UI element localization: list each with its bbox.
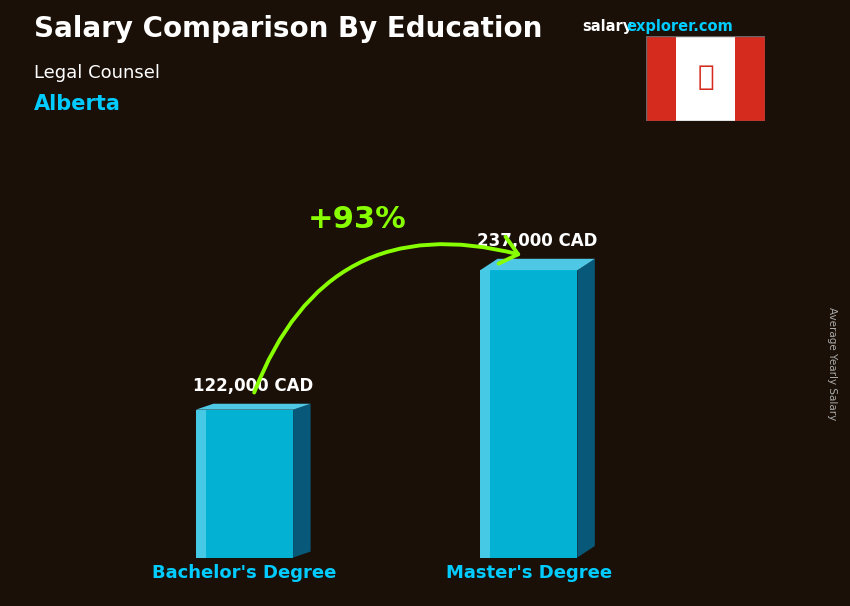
Bar bbox=[676, 36, 735, 121]
FancyArrowPatch shape bbox=[254, 237, 518, 393]
Bar bbox=[480, 270, 577, 558]
Polygon shape bbox=[293, 404, 310, 558]
Text: Legal Counsel: Legal Counsel bbox=[34, 64, 160, 82]
Text: 122,000 CAD: 122,000 CAD bbox=[193, 377, 314, 395]
Bar bbox=[196, 410, 206, 558]
Text: 237,000 CAD: 237,000 CAD bbox=[477, 231, 598, 250]
Bar bbox=[480, 270, 490, 558]
Bar bbox=[646, 36, 676, 121]
Text: explorer.com: explorer.com bbox=[626, 19, 734, 35]
Bar bbox=[196, 410, 293, 558]
Text: Average Yearly Salary: Average Yearly Salary bbox=[827, 307, 837, 420]
Polygon shape bbox=[577, 259, 595, 558]
Text: Master's Degree: Master's Degree bbox=[445, 564, 612, 582]
Bar bbox=[735, 36, 765, 121]
Text: 🍁: 🍁 bbox=[697, 62, 714, 91]
Text: Alberta: Alberta bbox=[34, 94, 121, 114]
Text: Salary Comparison By Education: Salary Comparison By Education bbox=[34, 15, 542, 43]
Text: Bachelor's Degree: Bachelor's Degree bbox=[152, 564, 337, 582]
Polygon shape bbox=[480, 259, 595, 270]
Text: salary: salary bbox=[582, 19, 632, 35]
Text: +93%: +93% bbox=[308, 205, 406, 234]
Polygon shape bbox=[196, 404, 310, 410]
